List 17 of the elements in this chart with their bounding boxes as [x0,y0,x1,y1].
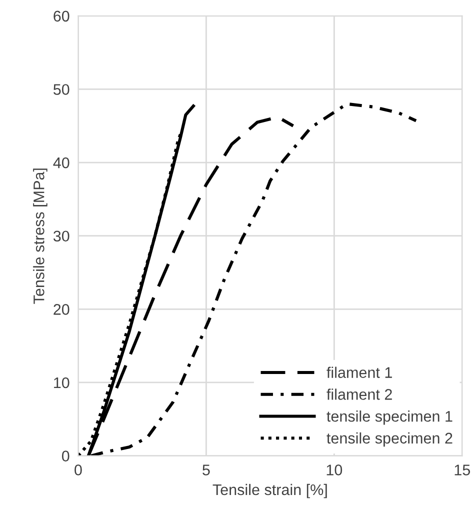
legend-label: tensile specimen 2 [326,432,452,447]
x-tick-label: 15 [454,464,470,476]
legend-label: filament 2 [326,388,392,400]
x-tick-label: 0 [74,464,82,476]
y-tick-label: 10 [54,377,70,388]
legend-label: tensile specimen 1 [326,410,452,425]
y-tick-label: 40 [53,157,70,168]
x-axis-title: Tensile strain [%] [212,484,327,498]
legend-label: filament 1 [326,366,392,378]
y-tick-label: 20 [54,304,70,315]
y-tick-label: 30 [53,230,70,242]
y-tick-label: 60 [54,10,70,22]
x-tick-label: 10 [326,464,342,476]
x-tick-label: 5 [202,464,210,476]
y-tick-label: 50 [53,84,70,95]
y-axis-title: Tensile stress [MPa] [33,168,48,304]
y-tick-label: 0 [62,450,70,462]
